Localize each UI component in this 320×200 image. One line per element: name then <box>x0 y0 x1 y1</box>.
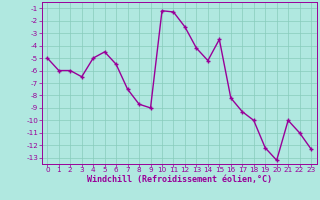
X-axis label: Windchill (Refroidissement éolien,°C): Windchill (Refroidissement éolien,°C) <box>87 175 272 184</box>
